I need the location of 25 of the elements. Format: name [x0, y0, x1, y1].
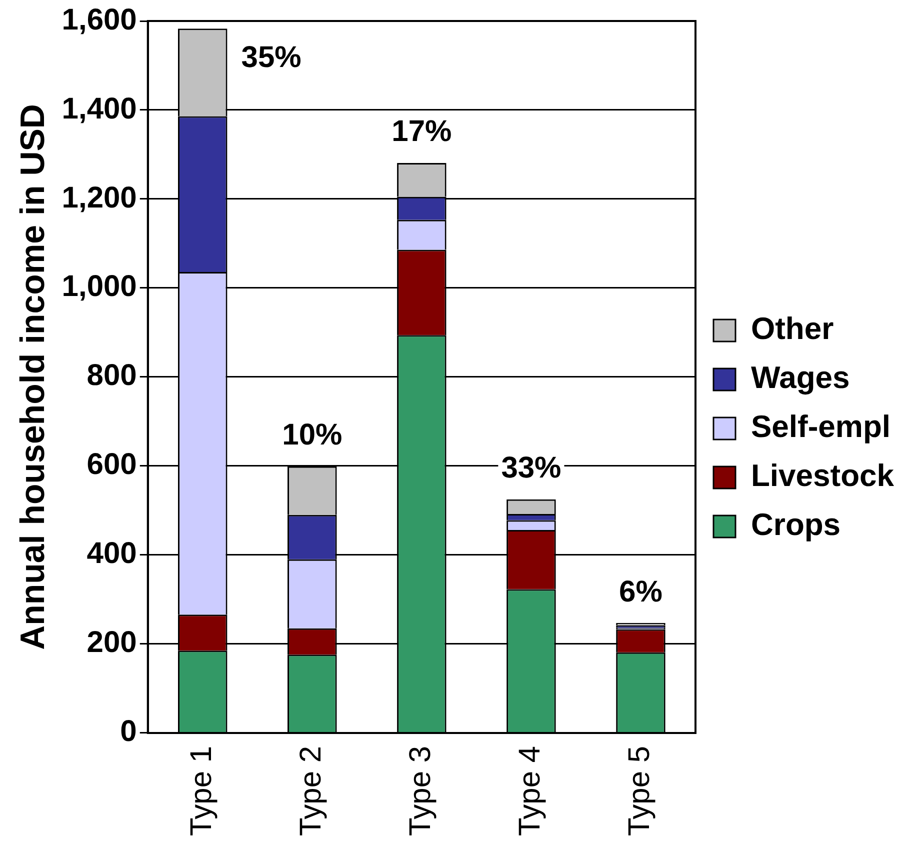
x-tick-label: Type 2: [294, 746, 328, 836]
annotation: 17%: [392, 115, 452, 148]
y-tick-label: 1,600: [62, 3, 137, 36]
y-tick-label: 0: [120, 715, 137, 748]
annotation: 33%: [501, 452, 562, 485]
y-tick-label: 1,400: [62, 92, 137, 126]
x-tick-label: Type 3: [404, 746, 437, 836]
legend-label: Crops: [750, 507, 841, 542]
y-tick-label: 600: [86, 448, 137, 482]
y-tick-label: 200: [86, 626, 137, 660]
y-tick-label: 1,000: [62, 270, 137, 304]
annotation: 35%: [241, 40, 302, 74]
x-tick-label: Type 4: [513, 746, 546, 836]
y-tick-label: 800: [86, 359, 137, 392]
y-tick-label: 1,200: [62, 181, 137, 214]
x-tick-label: Type 1: [184, 746, 218, 836]
annotation: 10%: [282, 418, 342, 452]
annotation: 6%: [619, 575, 662, 608]
y-tick-label: 400: [86, 537, 137, 570]
legend-label: Wages: [750, 360, 850, 396]
legend-label: Other: [750, 311, 834, 346]
legend-label: Self-empl: [750, 409, 891, 444]
y-axis-title: Annual household income in USD: [14, 104, 52, 650]
legend-label: Livestock: [750, 458, 895, 494]
x-tick-label: Type 5: [622, 746, 656, 836]
